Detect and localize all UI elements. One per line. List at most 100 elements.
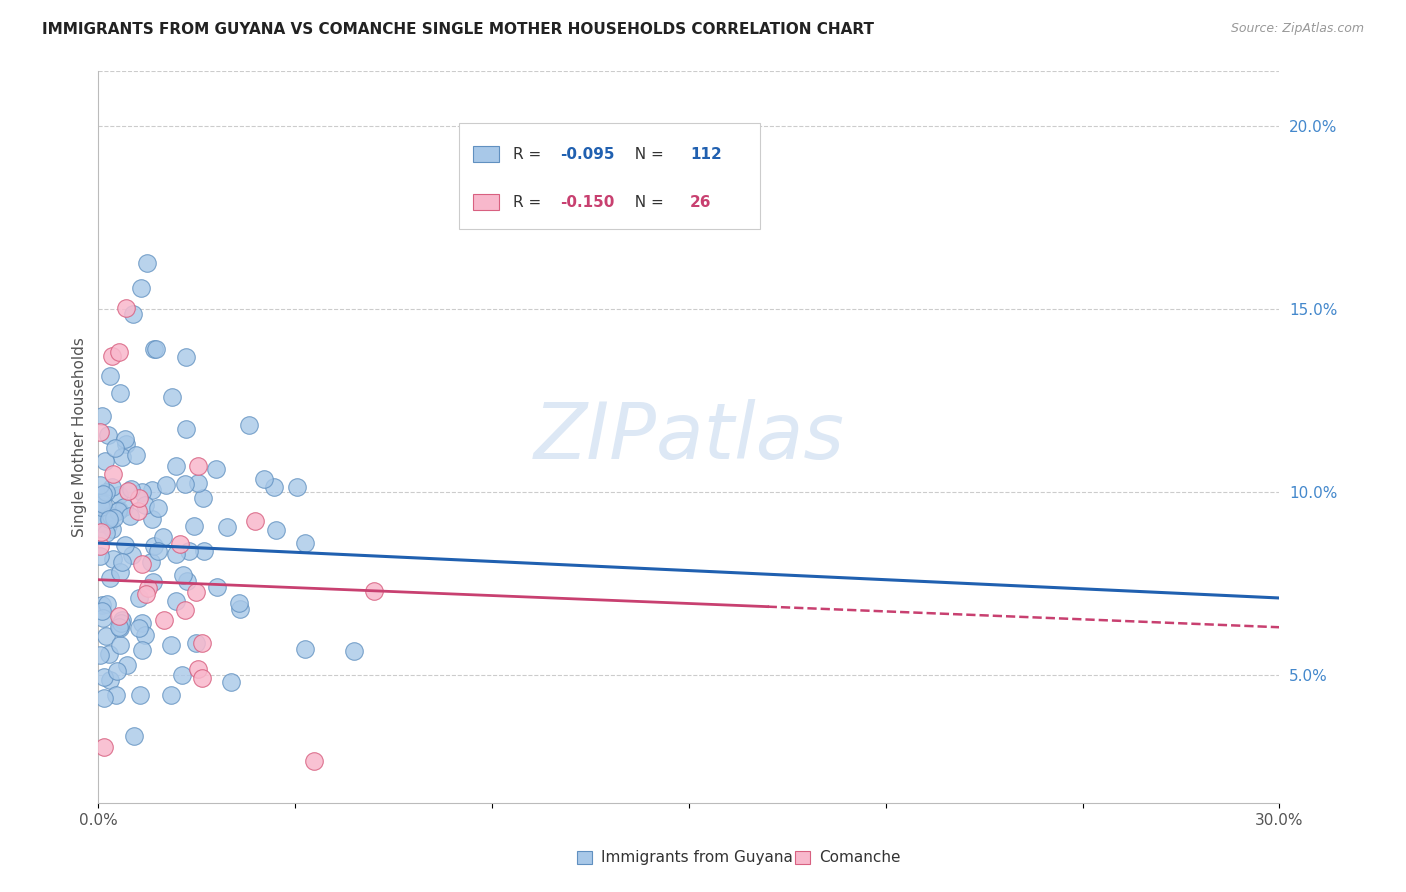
Point	[91, 610, 114, 624]
Point	[91, 599, 114, 613]
Point	[108, 344, 131, 359]
Point	[97, 428, 120, 442]
Point	[89, 496, 111, 510]
Point	[114, 432, 136, 446]
Point	[98, 648, 121, 662]
Point	[90, 495, 112, 509]
Point	[143, 343, 166, 357]
Text: 112: 112	[690, 147, 721, 161]
Point	[108, 609, 131, 624]
Point	[103, 467, 125, 482]
Point	[111, 555, 134, 569]
Bar	[472, 146, 499, 162]
Point	[101, 350, 124, 364]
Point	[128, 491, 150, 505]
Point	[148, 501, 170, 516]
Point	[135, 587, 157, 601]
Point	[120, 482, 142, 496]
Point	[91, 487, 114, 501]
Point	[128, 591, 150, 605]
Bar	[796, 851, 810, 864]
Point	[111, 450, 134, 464]
Point	[191, 671, 214, 685]
Point	[93, 740, 115, 755]
Point	[243, 514, 266, 528]
Point	[165, 593, 187, 607]
Point	[107, 503, 129, 517]
Point	[93, 670, 115, 684]
Point	[100, 522, 122, 536]
Point	[118, 509, 141, 524]
Point	[184, 636, 207, 650]
Point	[343, 644, 366, 658]
Point	[110, 621, 132, 635]
Point	[89, 549, 111, 563]
Point	[131, 484, 153, 499]
Point	[117, 657, 139, 672]
Text: R =: R =	[513, 194, 546, 210]
Point	[142, 575, 165, 590]
Point	[94, 484, 117, 499]
Point	[136, 256, 159, 270]
Point	[193, 544, 215, 558]
Point	[238, 418, 260, 433]
Point	[101, 552, 124, 566]
Point	[91, 496, 114, 510]
Text: IMMIGRANTS FROM GUYANA VS COMANCHE SINGLE MOTHER HOUSEHOLDS CORRELATION CHART: IMMIGRANTS FROM GUYANA VS COMANCHE SINGL…	[42, 22, 875, 37]
Point	[117, 483, 139, 498]
Point	[115, 301, 138, 316]
Point	[294, 535, 316, 549]
Point	[363, 584, 385, 599]
Point	[174, 350, 197, 364]
Point	[124, 729, 146, 743]
Point	[229, 602, 252, 616]
Point	[145, 342, 167, 356]
Point	[160, 689, 183, 703]
Point	[155, 477, 177, 491]
Point	[294, 642, 316, 657]
Point	[114, 500, 136, 514]
Point	[91, 409, 114, 424]
Point	[136, 581, 159, 595]
Text: 26: 26	[690, 194, 711, 210]
Point	[172, 567, 194, 582]
Point	[263, 480, 285, 494]
Point	[141, 512, 163, 526]
Point	[108, 503, 131, 517]
Y-axis label: Single Mother Households: Single Mother Households	[72, 337, 87, 537]
Text: Comanche: Comanche	[820, 850, 901, 865]
Point	[96, 597, 118, 611]
Point	[100, 479, 122, 493]
Point	[89, 425, 111, 440]
FancyBboxPatch shape	[458, 122, 759, 228]
Point	[90, 525, 112, 540]
Point	[108, 565, 131, 579]
Point	[127, 504, 149, 518]
Point	[91, 604, 114, 618]
Point	[186, 459, 208, 474]
Point	[104, 441, 127, 455]
Point	[108, 385, 131, 400]
Point	[205, 462, 228, 476]
Point	[121, 548, 143, 562]
Point	[228, 596, 250, 610]
Point	[221, 675, 243, 690]
Point	[107, 488, 129, 502]
Text: R =: R =	[513, 147, 546, 161]
Point	[96, 509, 118, 524]
Point	[114, 538, 136, 552]
Point	[93, 691, 115, 706]
Point	[152, 530, 174, 544]
Text: -0.095: -0.095	[560, 147, 614, 161]
Point	[217, 520, 239, 534]
Point	[141, 555, 163, 569]
Text: N =: N =	[626, 194, 669, 210]
Point	[94, 628, 117, 642]
Point	[141, 483, 163, 497]
Bar	[576, 851, 592, 864]
Point	[100, 509, 122, 524]
Point	[89, 648, 111, 662]
Point	[264, 524, 287, 538]
Point	[103, 510, 125, 524]
Point	[253, 472, 276, 486]
